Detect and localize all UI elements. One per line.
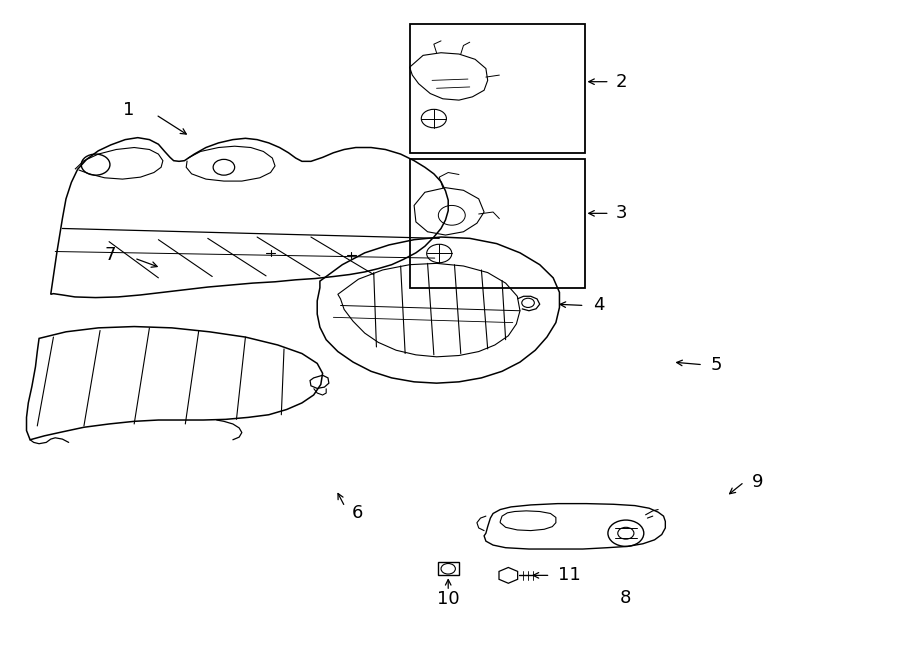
Text: 6: 6 <box>351 504 363 522</box>
Text: 2: 2 <box>616 73 627 91</box>
Text: 3: 3 <box>616 204 627 222</box>
Text: 7: 7 <box>104 246 116 264</box>
Bar <box>410 24 585 153</box>
Text: 8: 8 <box>619 590 631 607</box>
Bar <box>410 159 585 288</box>
Text: 10: 10 <box>436 590 460 608</box>
Text: 4: 4 <box>594 297 605 315</box>
Text: 1: 1 <box>122 101 134 119</box>
Text: 5: 5 <box>710 356 722 373</box>
Text: 11: 11 <box>558 566 580 584</box>
Text: 9: 9 <box>752 473 763 491</box>
